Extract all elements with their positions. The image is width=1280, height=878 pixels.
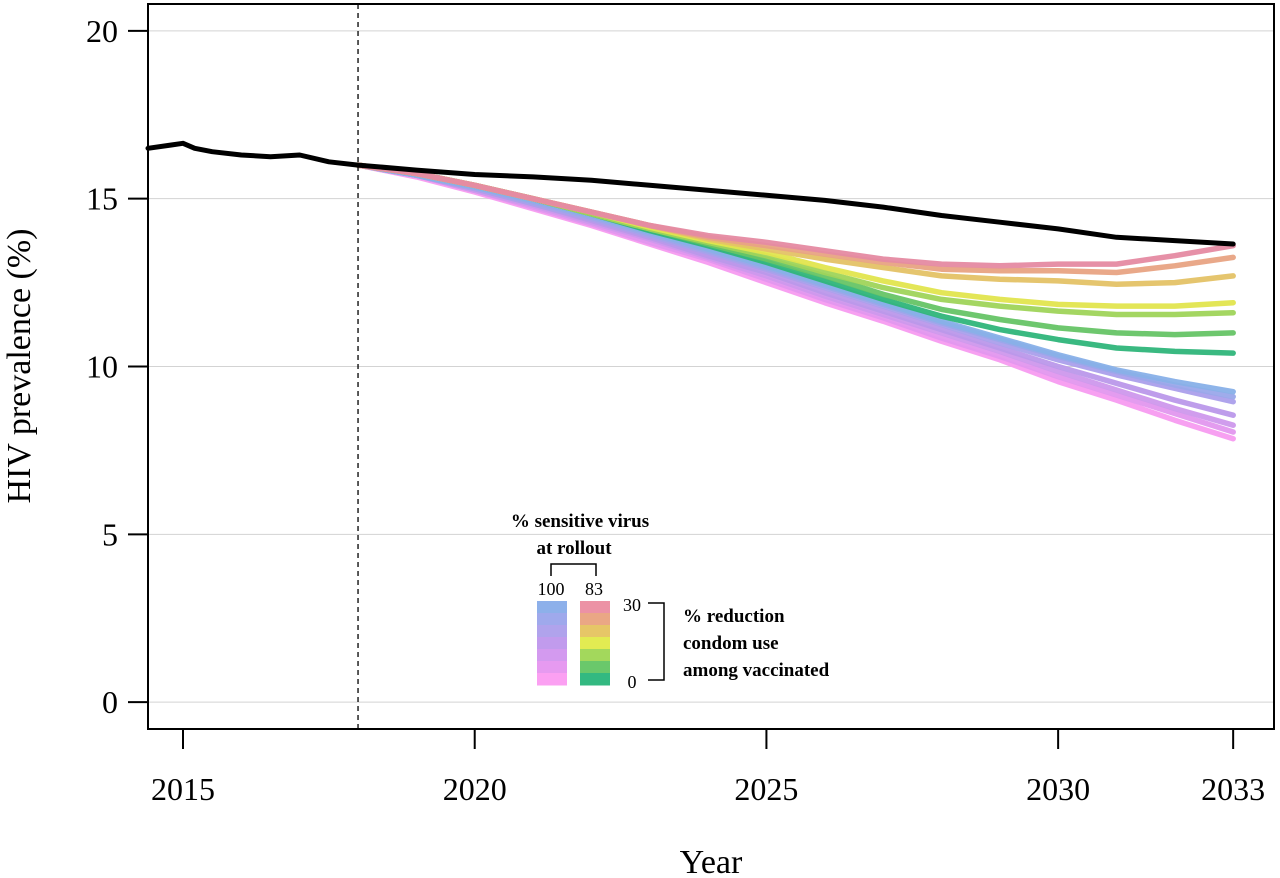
legend-right-swatch	[580, 637, 610, 650]
legend-desc-line3: among vaccinated	[683, 660, 830, 681]
baseline-series-line	[145, 140, 1236, 247]
legend-left-swatch	[537, 601, 567, 614]
x-axis-title: Year	[680, 844, 743, 878]
legend-bracket-right	[648, 602, 665, 681]
legend-right-swatch	[580, 625, 610, 638]
legend-right-swatch	[580, 601, 610, 614]
legend-scale-top: 30	[623, 595, 641, 615]
x-tick-label: 2033	[1201, 771, 1265, 807]
baseline-line	[145, 140, 1236, 247]
legend-left-color-bar	[537, 601, 567, 686]
y-tick-label: 0	[102, 684, 118, 720]
x-tick-label: 2020	[443, 771, 507, 807]
scenario-line	[355, 162, 1236, 269]
legend-left-swatch	[537, 673, 567, 686]
y-tick-label: 10	[86, 349, 118, 385]
scenario-lines	[355, 162, 1236, 442]
legend-left-swatch	[537, 649, 567, 662]
x-tick-label: 2025	[734, 771, 798, 807]
scenario-line	[355, 162, 1236, 435]
legend-right-swatch	[580, 673, 610, 686]
grid-lines	[148, 30, 1274, 703]
legend-left-swatch	[537, 637, 567, 650]
legend-title-line2: at rollout	[536, 538, 612, 559]
legend-right-swatch	[580, 613, 610, 626]
legend-right-swatch	[580, 661, 610, 674]
y-tick-label: 20	[86, 13, 118, 49]
legend-bracket-top	[550, 563, 597, 576]
y-tick-label: 15	[86, 181, 118, 217]
legend-desc-line1: % reduction	[683, 606, 785, 627]
scenario-line	[355, 162, 1236, 442]
legend: % sensitive virus at rollout 100 83 30 0…	[511, 511, 830, 692]
legend-left-swatch	[537, 625, 567, 638]
legend-left-swatch	[537, 661, 567, 674]
x-tick-label: 2015	[151, 771, 215, 807]
y-tick-label: 5	[102, 516, 118, 552]
legend-right-color-bar	[580, 601, 610, 686]
x-tick-label: 2030	[1026, 771, 1090, 807]
legend-title-line1: % sensitive virus	[511, 511, 649, 532]
y-axis-title: HIV prevalence (%)	[1, 228, 38, 503]
legend-scale-bottom: 0	[628, 672, 637, 692]
legend-left-swatch	[537, 613, 567, 626]
legend-right-label: 83	[585, 579, 603, 599]
x-axis: 2015 2020 2025 2030 2033	[151, 729, 1265, 807]
legend-desc-line2: condom use	[683, 633, 779, 654]
legend-right-swatch	[580, 649, 610, 662]
legend-left-label: 100	[538, 579, 565, 599]
y-axis: 0 5 10 15 20	[86, 13, 148, 720]
